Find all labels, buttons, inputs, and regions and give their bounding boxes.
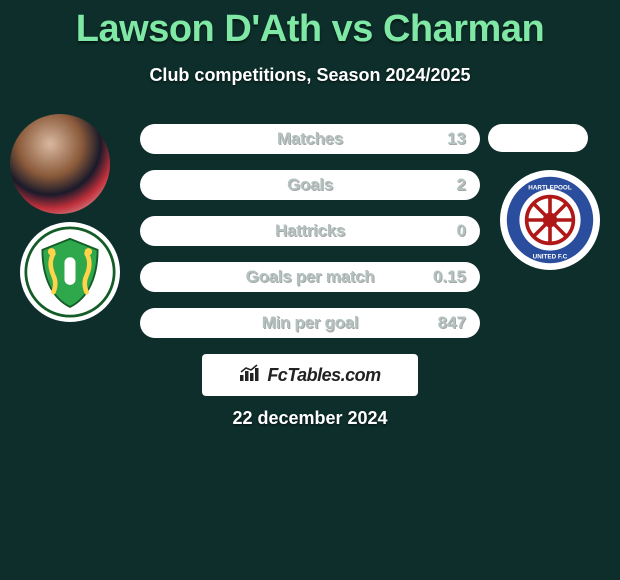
stat-row: Hattricks 0 (140, 216, 480, 246)
page-subtitle: Club competitions, Season 2024/2025 (0, 65, 620, 86)
brand-label: FcTables.com (267, 365, 380, 386)
stat-row: Goals per match 0.15 (140, 262, 480, 292)
stat-value: 2 (457, 175, 466, 195)
stat-row: Matches 13 (140, 124, 480, 154)
club-badge-right: HARTLEPOOL UNITED F.C (500, 170, 600, 270)
stat-value: 13 (447, 129, 466, 149)
stat-row: Goals 2 (140, 170, 480, 200)
stat-value: 0 (457, 221, 466, 241)
stat-label: Min per goal (262, 313, 359, 333)
stat-row: Min per goal 847 (140, 308, 480, 338)
stat-value: 847 (438, 313, 466, 333)
club-badge-left-icon (24, 226, 116, 318)
club-badge-left (20, 222, 120, 322)
stat-value: 0.15 (433, 267, 466, 287)
chart-icon (239, 364, 261, 387)
club-badge-right-icon: HARTLEPOOL UNITED F.C (505, 175, 595, 265)
svg-text:UNITED F.C: UNITED F.C (533, 254, 568, 261)
brand-badge: FcTables.com (202, 354, 418, 396)
stat-label: Goals (287, 175, 333, 195)
player-pill-right (488, 124, 588, 152)
page-title: Lawson D'Ath vs Charman (0, 0, 620, 51)
stat-label: Hattricks (275, 221, 345, 241)
svg-text:HARTLEPOOL: HARTLEPOOL (528, 184, 572, 191)
date-label: 22 december 2024 (0, 408, 620, 429)
stats-list: Matches 13 Goals 2 Hattricks 0 Goals per… (140, 124, 480, 354)
stat-label: Matches (277, 129, 343, 149)
stat-label: Goals per match (246, 267, 375, 287)
player-photo-left (10, 114, 110, 214)
